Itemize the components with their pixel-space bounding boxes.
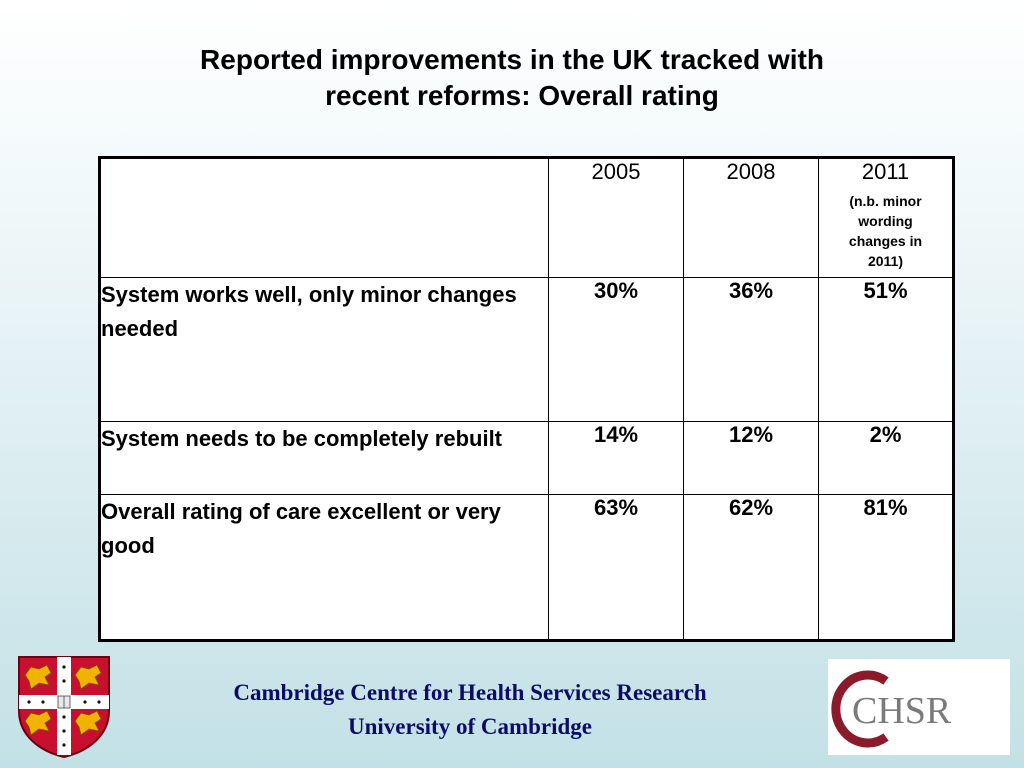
footer-credit: Cambridge Centre for Health Services Res… xyxy=(160,676,780,744)
header-year-2008: 2008 xyxy=(683,157,819,278)
header-year-label: 2005 xyxy=(591,159,641,184)
value-cell: 36% xyxy=(683,277,819,422)
row-label: Overall rating of care excellent or very… xyxy=(99,493,549,642)
slide-title-line-1: Reported improvements in the UK tracked … xyxy=(200,44,824,75)
wording-change-note: (n.b. minor wording changes in 2011) xyxy=(848,193,923,269)
chsr-logo-text: CHSR xyxy=(852,690,952,732)
row-label: System needs to be completely rebuilt xyxy=(99,420,549,495)
table-row: Overall rating of care excellent or very… xyxy=(99,493,954,642)
value-cell: 81% xyxy=(818,493,954,642)
slide-title: Reported improvements in the UK tracked … xyxy=(112,42,912,114)
value-cell: 51% xyxy=(818,277,954,422)
ratings-table: 2005 2008 2011 (n.b. minor wording chang… xyxy=(98,156,955,642)
row-label: System works well, only minor changes ne… xyxy=(99,277,549,422)
header-year-2011: 2011 (n.b. minor wording changes in 2011… xyxy=(818,157,954,278)
slide-title-line-2: recent reforms: Overall rating xyxy=(325,80,719,111)
footer-university-name: University of Cambridge xyxy=(347,714,593,739)
table-row: System needs to be completely rebuilt 14… xyxy=(99,420,954,495)
value-cell: 14% xyxy=(548,420,684,495)
table-header-row: 2005 2008 2011 (n.b. minor wording chang… xyxy=(99,157,954,278)
table-row: System works well, only minor changes ne… xyxy=(99,277,954,422)
university-of-cambridge-crest-icon xyxy=(17,655,111,759)
value-cell: 62% xyxy=(683,493,819,642)
header-year-label: 2011 xyxy=(861,159,910,184)
footer-centre-name: Cambridge Centre for Health Services Res… xyxy=(233,680,707,705)
header-year-2005: 2005 xyxy=(548,157,684,278)
value-cell: 2% xyxy=(818,420,954,495)
header-blank-cell xyxy=(99,157,549,278)
value-cell: 12% xyxy=(683,420,819,495)
value-cell: 63% xyxy=(548,493,684,642)
chsr-logo-icon: CHSR xyxy=(828,659,1010,755)
header-year-label: 2008 xyxy=(726,159,776,184)
value-cell: 30% xyxy=(548,277,684,422)
